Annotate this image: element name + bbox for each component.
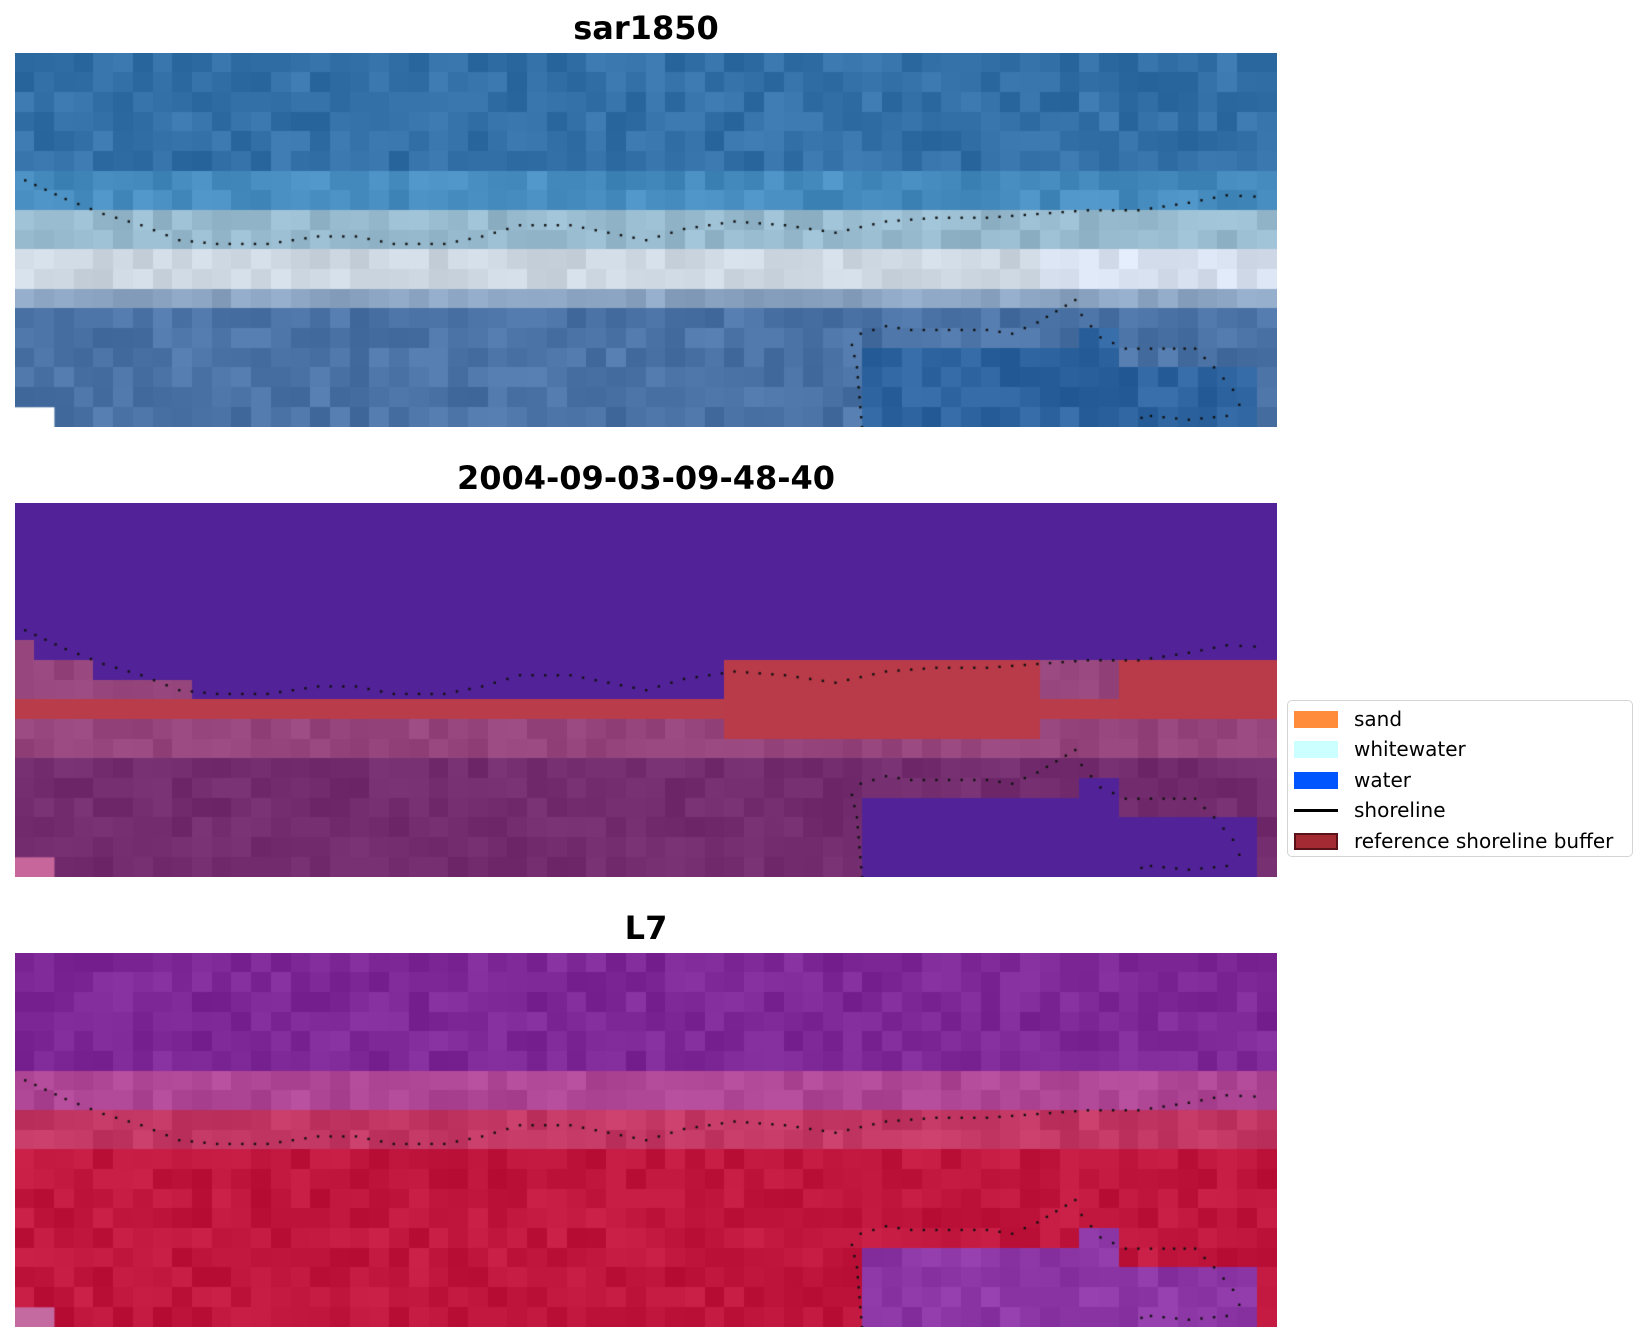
- panel-title-index: L7: [624, 909, 668, 947]
- legend-label-shoreline: shoreline: [1354, 798, 1446, 822]
- legend-item-sand: sand: [1294, 706, 1402, 732]
- shoreline-line-sample: [1294, 802, 1338, 819]
- rgb-satellite-image: [15, 53, 1277, 427]
- water-swatch: [1294, 771, 1338, 789]
- panel-title-classification: 2004-09-03-09-48-40: [456, 459, 836, 497]
- legend-item-whitewater: whitewater: [1294, 736, 1466, 762]
- legend-item-water: water: [1294, 767, 1411, 793]
- legend-item-reference-buffer: reference shoreline buffer: [1294, 828, 1613, 854]
- legend-label-reference-buffer: reference shoreline buffer: [1354, 829, 1614, 853]
- whitewater-swatch: [1294, 740, 1338, 758]
- legend-label-whitewater: whitewater: [1354, 737, 1466, 761]
- sand-swatch: [1294, 710, 1338, 728]
- legend-label-sand: sand: [1354, 707, 1403, 731]
- reference-buffer-swatch: [1294, 832, 1338, 850]
- legend-item-shoreline: shoreline: [1294, 797, 1446, 823]
- index-image: [15, 953, 1277, 1327]
- panel-title-rgb: sar1850: [573, 9, 719, 47]
- classification-image: [15, 503, 1277, 877]
- legend: sand whitewater water shoreline referenc…: [1287, 700, 1633, 857]
- legend-label-water: water: [1354, 768, 1411, 792]
